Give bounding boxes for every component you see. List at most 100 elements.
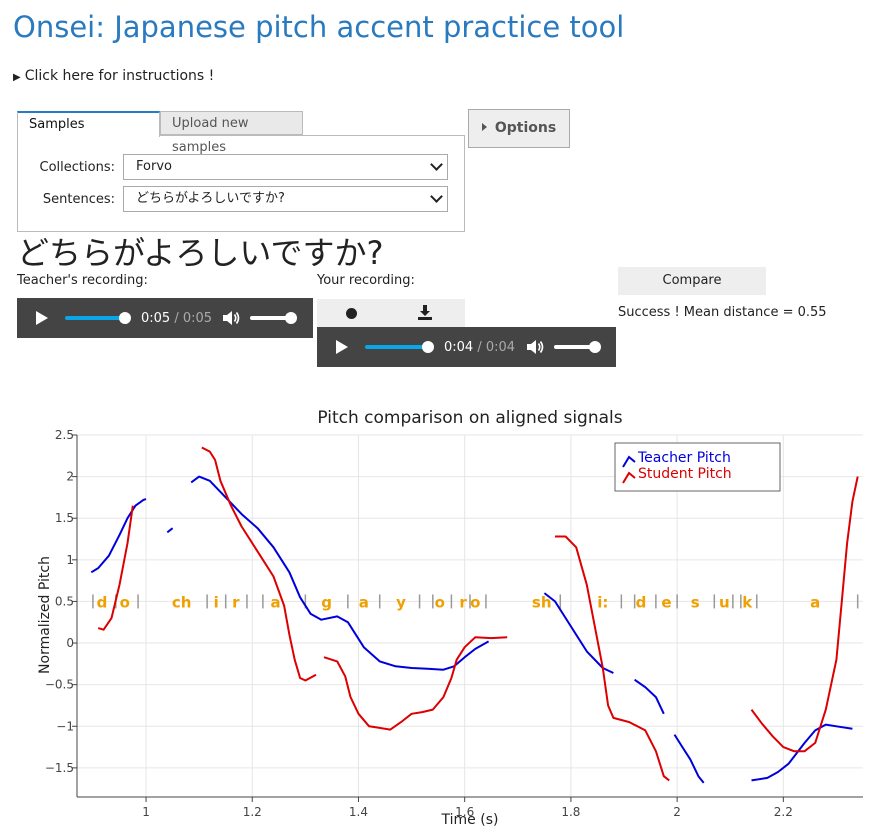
- phoneme-label: d: [97, 593, 108, 611]
- phoneme-label: y: [396, 593, 406, 611]
- phoneme-label: k: [742, 593, 753, 611]
- phoneme-label: r: [232, 593, 240, 611]
- student-volume-bar[interactable]: [554, 345, 594, 349]
- phoneme-label: i:: [597, 593, 608, 611]
- teacher-pitch-line: [543, 592, 614, 674]
- student-pitch-line: [750, 476, 859, 753]
- y-tick-label: −1: [56, 719, 74, 733]
- teacher-pitch-line: [90, 498, 147, 574]
- phoneme-boundaries: [92, 594, 859, 609]
- phoneme-label: o: [435, 593, 445, 611]
- teacher-recording-label: Teacher's recording:: [17, 273, 148, 288]
- y-tick-label: 0: [66, 636, 74, 650]
- record-icon[interactable]: [346, 308, 357, 319]
- collections-value: Forvo: [136, 159, 172, 174]
- play-icon[interactable]: [336, 340, 348, 354]
- y-tick-label: 1.5: [55, 511, 74, 525]
- phoneme-label: u: [719, 593, 730, 611]
- student-pitch-line: [323, 636, 508, 731]
- your-recording-label: Your recording:: [317, 273, 415, 288]
- student-volume-knob[interactable]: [589, 341, 601, 353]
- instructions-label: Click here for instructions !: [24, 68, 215, 84]
- compare-button[interactable]: Compare: [618, 267, 766, 295]
- options-button[interactable]: Options: [468, 109, 570, 148]
- x-tick-label: 1: [142, 805, 150, 819]
- x-tick-label: 1.8: [561, 805, 580, 819]
- teacher-pitch-line: [634, 678, 665, 715]
- pitch-chart: Pitch comparison on aligned signals 1 1.2…: [37, 408, 863, 828]
- phoneme-label: o: [470, 593, 480, 611]
- legend-teacher-label: Teacher Pitch: [637, 450, 731, 466]
- disclosure-triangle-icon: ▶: [13, 72, 21, 83]
- instructions-toggle[interactable]: ▶ Click here for instructions !: [13, 68, 214, 84]
- teacher-pitch-line: [190, 475, 490, 671]
- y-tick-label: 2: [66, 470, 74, 484]
- phoneme-labels: d o ch i r a g a y o r o sh i: d e s u k a: [97, 593, 821, 611]
- teacher-time: 0:05 / 0:05: [141, 311, 213, 326]
- legend-student-swatch: [622, 471, 636, 484]
- volume-icon[interactable]: [526, 339, 544, 355]
- y-tick-label: 1: [66, 553, 74, 567]
- chart-axes: 1 1.2 1.4 1.6 1.8 2 2.2 −1.5 −1 −0.5 0 0.5 1 1.5 2 2.5: [45, 428, 863, 819]
- chevron-down-icon: [430, 158, 443, 171]
- volume-icon[interactable]: [222, 310, 240, 326]
- phoneme-label: r: [459, 593, 467, 611]
- student-total-time: 0:04: [485, 340, 516, 355]
- phoneme-label: s: [691, 593, 700, 611]
- x-tick-label: 1.6: [455, 805, 474, 819]
- teacher-audio-player: 0:05 / 0:05: [17, 298, 313, 338]
- x-tick-label: 1.4: [349, 805, 368, 819]
- teacher-pitch-line: [751, 723, 853, 782]
- student-time: 0:04 / 0:04: [444, 340, 516, 355]
- teacher-volume-knob[interactable]: [285, 312, 297, 324]
- recording-toolbar: [317, 299, 465, 327]
- phoneme-label: sh: [532, 593, 552, 611]
- student-pitch-line: [97, 505, 134, 631]
- phoneme-label: a: [810, 593, 820, 611]
- phoneme-label: i: [214, 593, 219, 611]
- download-icon[interactable]: [418, 305, 432, 320]
- x-tick-label: 2.2: [774, 805, 793, 819]
- student-audio-player: 0:04 / 0:04: [317, 327, 616, 367]
- result-message: Success ! Mean distance = 0.55: [618, 305, 827, 320]
- chart-title: Pitch comparison on aligned signals: [317, 408, 622, 428]
- teacher-volume-bar[interactable]: [250, 316, 290, 320]
- teacher-pitch-line: [166, 527, 174, 534]
- sentences-select[interactable]: どちらがよろしいですか?: [123, 186, 448, 212]
- teacher-progress-knob[interactable]: [119, 312, 131, 324]
- phoneme-label: d: [636, 593, 647, 611]
- samples-panel: [17, 135, 465, 232]
- student-progress-bar[interactable]: [365, 345, 428, 349]
- teacher-current-time: 0:05: [141, 311, 171, 326]
- x-tick-label: 2: [673, 805, 681, 819]
- sentences-label: Sentences:: [42, 192, 115, 207]
- page-title: Onsei: Japanese pitch accent practice to…: [13, 10, 625, 44]
- y-tick-label: −1.5: [45, 761, 74, 775]
- phoneme-label: ch: [172, 593, 192, 611]
- phoneme-label: e: [661, 593, 671, 611]
- y-tick-label: 0.5: [55, 594, 74, 608]
- y-tick-label: −0.5: [45, 678, 74, 692]
- tab-upload-samples[interactable]: Upload new samples: [160, 111, 303, 155]
- caret-right-icon: [481, 123, 487, 131]
- student-pitch-line: [201, 446, 317, 682]
- student-progress-knob[interactable]: [422, 341, 434, 353]
- tab-samples[interactable]: Samples: [17, 111, 160, 137]
- x-tick-label: 1.2: [243, 805, 262, 819]
- student-pitch-line: [555, 535, 670, 782]
- collections-select[interactable]: Forvo: [123, 154, 448, 180]
- teacher-pitch-line: [673, 734, 705, 784]
- teacher-progress-bar[interactable]: [65, 316, 125, 320]
- chart-legend: Teacher Pitch Student Pitch: [614, 442, 781, 492]
- teacher-total-time: 0:05: [182, 311, 213, 326]
- play-icon[interactable]: [36, 311, 48, 325]
- sentences-value: どちらがよろしいですか?: [136, 191, 285, 206]
- sentence-heading: どちらがよろしいですか?: [17, 234, 384, 272]
- collections-label: Collections:: [39, 160, 115, 175]
- legend-box: [614, 442, 781, 492]
- phoneme-label: a: [359, 593, 369, 611]
- chevron-down-icon: [430, 190, 443, 203]
- options-label: Options: [494, 120, 557, 136]
- phoneme-label: a: [271, 593, 281, 611]
- phoneme-label: g: [321, 593, 332, 611]
